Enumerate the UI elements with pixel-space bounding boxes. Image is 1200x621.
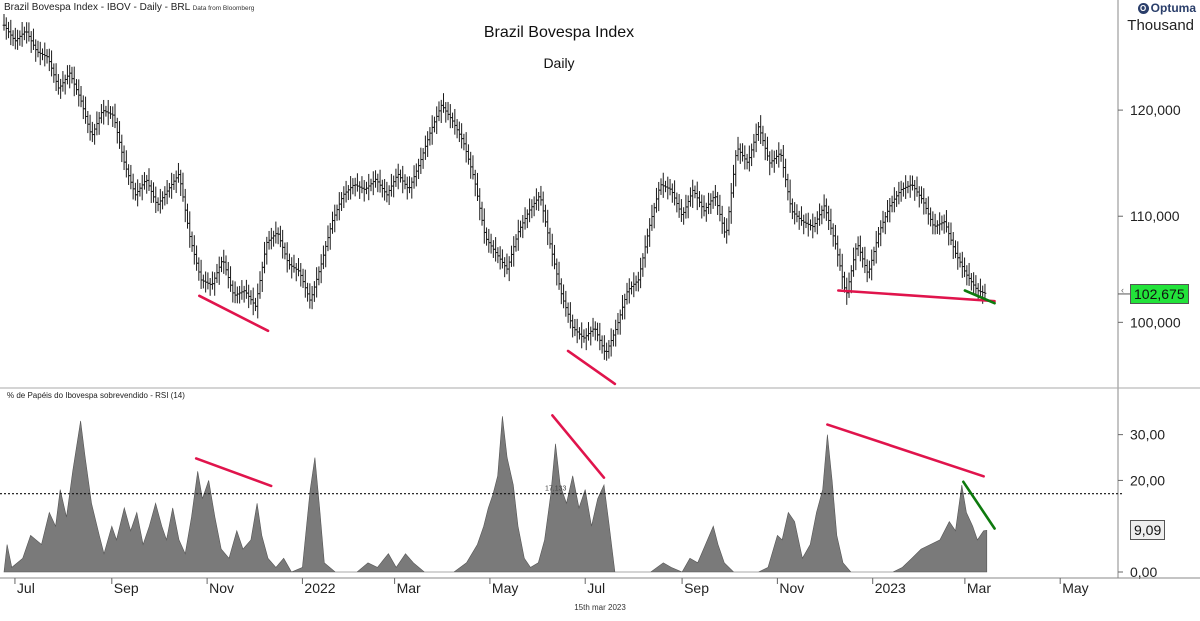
bearish-trend-line	[198, 294, 270, 333]
x-tick-label: May	[1062, 580, 1088, 596]
chart-title: Brazil Bovespa Index	[483, 24, 635, 41]
oversold-area-series	[3, 416, 988, 573]
chart-subtitle: Daily	[543, 55, 575, 71]
y-tick-label: 20,00	[1130, 472, 1165, 488]
y-tick-label: 0,00	[1130, 564, 1157, 580]
x-tick-label: Nov	[209, 580, 234, 596]
chart-date-footer: 15th mar 2023	[574, 603, 626, 612]
x-tick-label: Sep	[114, 580, 139, 596]
price-scroll-arrow: ‹	[1121, 285, 1124, 295]
y-tick-label: 110,000	[1130, 208, 1180, 224]
bearish-trend-line	[566, 349, 617, 386]
x-tick-label: Sep	[684, 580, 709, 596]
x-tick-label: Jul	[587, 580, 605, 596]
optuma-logo-icon: O	[1137, 2, 1149, 14]
indicator-panel-title: % de Papéis do Ibovespa sobrevendido - R…	[7, 391, 185, 400]
bullish-trend-line	[962, 480, 996, 530]
brand-name: Optuma	[1150, 1, 1196, 15]
x-tick-label: Nov	[779, 580, 804, 596]
brand-logo: O Optuma	[1137, 1, 1196, 15]
reference-line-label: 17,133	[545, 486, 567, 493]
x-tick-label: 2023	[875, 580, 906, 596]
x-tick-label: Mar	[397, 580, 421, 596]
x-tick-label: Jul	[17, 580, 35, 596]
bearish-trend-line	[194, 457, 273, 488]
y-tick-label: 30,00	[1130, 427, 1165, 443]
x-tick-label: 2022	[304, 580, 335, 596]
last-indicator-tag: 9,09	[1130, 520, 1166, 541]
bearish-trend-line	[826, 423, 985, 478]
chart-description: Brazil Bovespa Index - IBOV - Daily - BR…	[4, 2, 254, 13]
y-tick-label: 100,000	[1130, 314, 1181, 330]
x-tick-label: Mar	[967, 580, 991, 596]
bullish-trend-line	[963, 289, 996, 305]
bearish-trend-line	[837, 289, 996, 303]
data-source-note: Data from Bloomberg	[192, 5, 255, 12]
bearish-trend-line	[551, 414, 606, 479]
x-tick-label: May	[492, 580, 518, 596]
y-tick-label: 120,000	[1130, 102, 1181, 118]
price-unit-label: Thousand	[1127, 17, 1194, 34]
last-price-tag: 102,675	[1130, 283, 1189, 304]
chart-description-text: Brazil Bovespa Index - IBOV - Daily - BR…	[4, 2, 190, 13]
